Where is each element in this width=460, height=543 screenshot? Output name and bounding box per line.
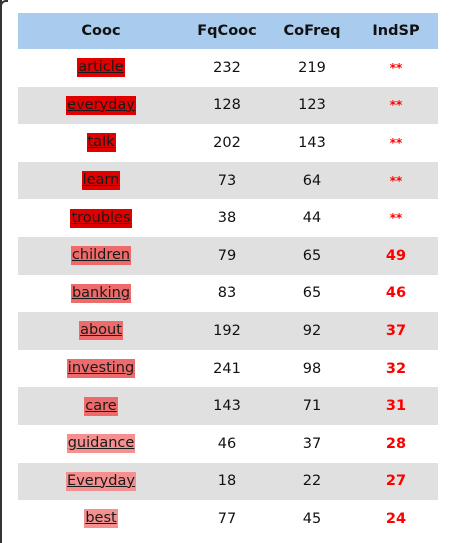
indsp-cell: 31 [354, 387, 438, 425]
table-row: talk 202 143 ** [18, 124, 438, 162]
indsp-cell: 28 [354, 424, 438, 463]
cooc-word-link[interactable]: children [70, 246, 132, 266]
cooc-cell: article [18, 49, 184, 87]
fqcooc-cell: 232 [184, 49, 270, 87]
cooc-cell: care [18, 387, 184, 425]
indsp-cell: ** [354, 86, 438, 125]
cooc-word-link[interactable]: troubles [70, 208, 132, 228]
fqcooc-cell: 143 [184, 387, 270, 425]
cooc-cell: banking [18, 274, 184, 313]
fqcooc-cell: 38 [184, 199, 270, 237]
cofreq-cell: 143 [270, 124, 354, 162]
cooccurrence-table: Cooc FqCooc CoFreq IndSP article 232 219 **… [18, 13, 438, 538]
cooc-cell: talk [18, 124, 184, 162]
cofreq-cell: 65 [270, 236, 354, 275]
cofreq-cell: 123 [270, 86, 354, 125]
table-header-row: Cooc FqCooc CoFreq IndSP [18, 13, 438, 49]
table-row: about 192 92 37 [18, 312, 438, 350]
header-fqcooc[interactable]: FqCooc [184, 13, 270, 49]
fqcooc-cell: 202 [184, 124, 270, 162]
header-cooc[interactable]: Cooc [18, 13, 184, 49]
cooc-cell: investing [18, 349, 184, 388]
header-cofreq[interactable]: CoFreq [270, 13, 354, 49]
cooc-word-link[interactable]: best [84, 509, 118, 529]
fqcooc-cell: 46 [184, 424, 270, 463]
cooc-word-link[interactable]: talk [86, 133, 116, 153]
cofreq-cell: 219 [270, 49, 354, 87]
table-row: guidance 46 37 28 [18, 424, 438, 463]
cooc-word-link[interactable]: guidance [66, 434, 136, 454]
cooc-word-link[interactable]: banking [70, 283, 132, 303]
cofreq-cell: 98 [270, 349, 354, 388]
cofreq-cell: 37 [270, 424, 354, 463]
indsp-cell: 24 [354, 500, 438, 538]
indsp-cell: 27 [354, 462, 438, 501]
indsp-cell: ** [354, 49, 438, 87]
cooc-cell: about [18, 312, 184, 350]
indsp-cell: ** [354, 161, 438, 200]
cooc-cell: learn [18, 161, 184, 200]
header-indsp[interactable]: IndSP [354, 13, 438, 49]
table-row: troubles 38 44 ** [18, 199, 438, 237]
table-row: children 79 65 49 [18, 236, 438, 275]
cofreq-cell: 92 [270, 312, 354, 350]
cofreq-cell: 65 [270, 274, 354, 313]
cofreq-cell: 44 [270, 199, 354, 237]
fqcooc-cell: 77 [184, 500, 270, 538]
cooc-word-link[interactable]: investing [66, 359, 136, 379]
cofreq-cell: 71 [270, 387, 354, 425]
indsp-cell: 32 [354, 349, 438, 388]
cooc-word-link[interactable]: about [79, 321, 123, 341]
cooc-cell: best [18, 500, 184, 538]
table-row: article 232 219 ** [18, 49, 438, 87]
cooc-cell: everyday [18, 86, 184, 125]
indsp-cell: 49 [354, 236, 438, 275]
fqcooc-cell: 83 [184, 274, 270, 313]
cofreq-cell: 22 [270, 462, 354, 501]
cooc-cell: troubles [18, 199, 184, 237]
cooc-cell: children [18, 236, 184, 275]
table-row: Everyday 18 22 27 [18, 462, 438, 501]
fqcooc-cell: 73 [184, 161, 270, 200]
fqcooc-cell: 18 [184, 462, 270, 501]
fqcooc-cell: 128 [184, 86, 270, 125]
cooc-word-link[interactable]: care [84, 396, 118, 416]
indsp-cell: ** [354, 124, 438, 162]
cooc-word-link[interactable]: article [77, 58, 125, 78]
cooc-word-link[interactable]: learn [81, 171, 121, 191]
cooc-cell: guidance [18, 424, 184, 463]
indsp-cell: ** [354, 199, 438, 237]
cooc-word-link[interactable]: everyday [66, 95, 136, 115]
table-row: learn 73 64 ** [18, 161, 438, 200]
table-row: care 143 71 31 [18, 387, 438, 425]
cooc-word-link[interactable]: Everyday [66, 471, 136, 491]
cooc-cell: Everyday [18, 462, 184, 501]
fqcooc-cell: 241 [184, 349, 270, 388]
table-row: investing 241 98 32 [18, 349, 438, 388]
table-row: banking 83 65 46 [18, 274, 438, 313]
table-row: everyday 128 123 ** [18, 86, 438, 125]
indsp-cell: 37 [354, 312, 438, 350]
table-row: best 77 45 24 [18, 500, 438, 538]
cofreq-cell: 45 [270, 500, 354, 538]
fqcooc-cell: 192 [184, 312, 270, 350]
fqcooc-cell: 79 [184, 236, 270, 275]
cofreq-cell: 64 [270, 161, 354, 200]
indsp-cell: 46 [354, 274, 438, 313]
table-body: article 232 219 ** everyday 128 123 ** talk 202 14… [18, 49, 438, 538]
